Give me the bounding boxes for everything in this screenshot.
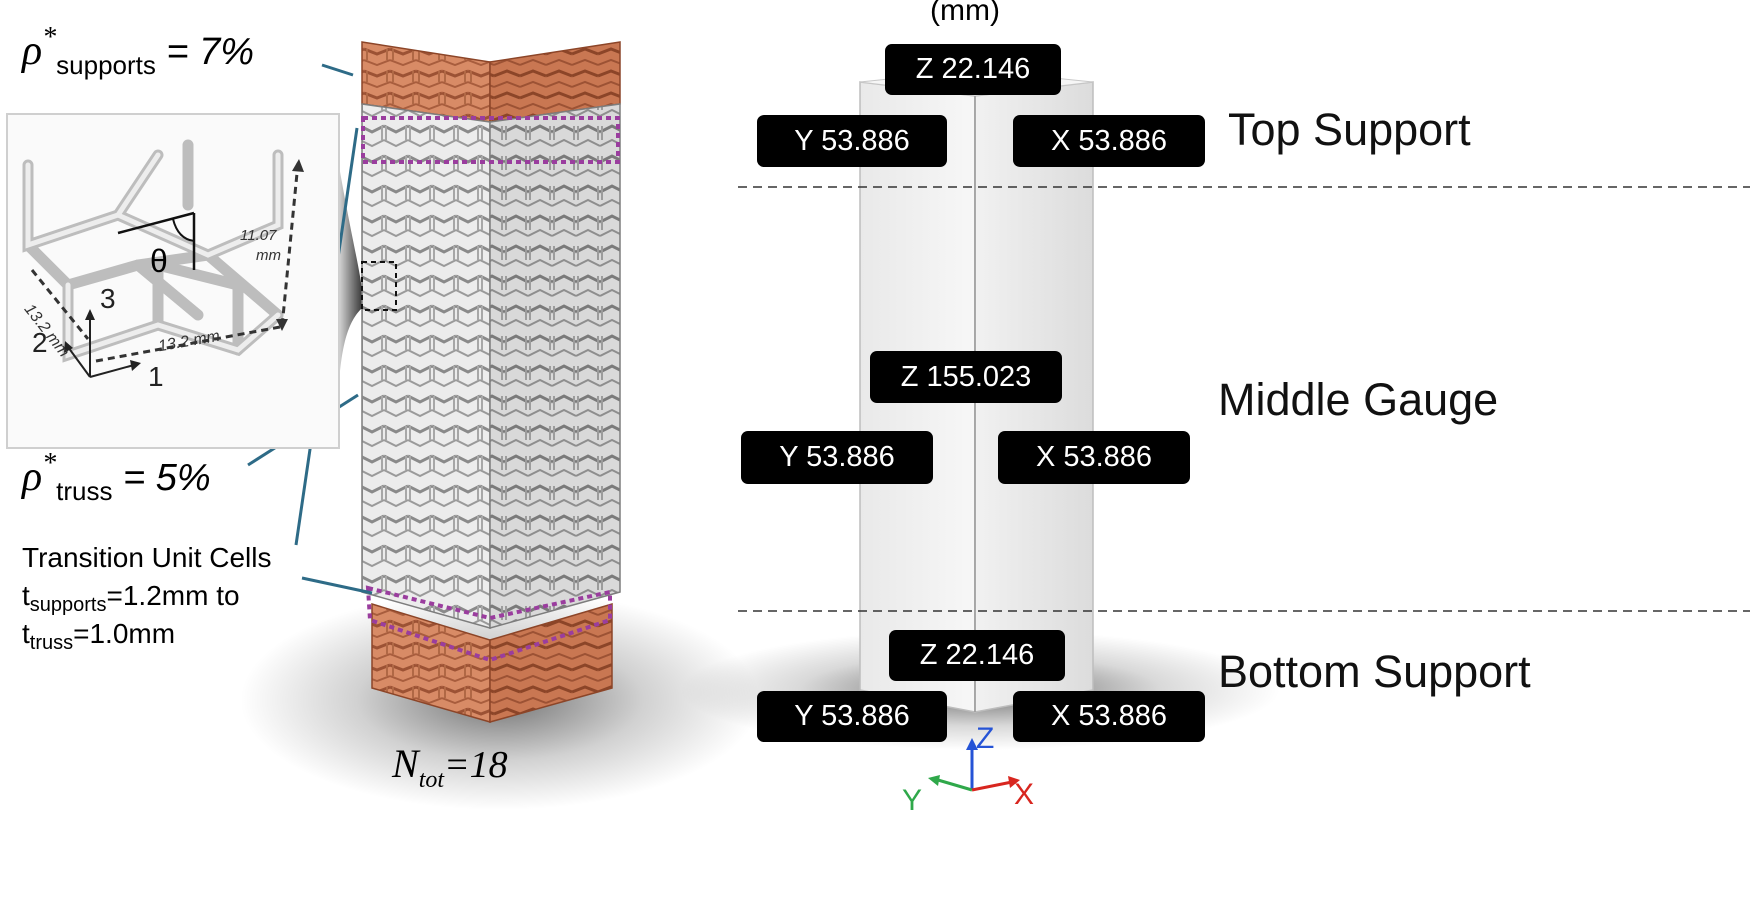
axis-x-arrow	[1008, 776, 1020, 788]
axis1-line	[89, 364, 135, 378]
leader-transition-bottom	[301, 576, 373, 595]
angle-ref-line	[117, 211, 195, 235]
angle-arc	[172, 218, 195, 242]
rho-truss-symbol: ρ	[22, 454, 43, 500]
rho-supports-label: ρ*supports = 7%	[22, 22, 254, 81]
axis-x-line	[971, 780, 1013, 792]
axis1-label: 1	[148, 361, 164, 392]
top-transition-box	[361, 116, 620, 164]
n-tot-subscript: tot	[418, 767, 445, 793]
rho-supports-star: *	[42, 22, 57, 53]
top-x-tag: X 53.886	[1013, 115, 1205, 167]
axis-x-label: X	[1014, 778, 1035, 811]
axis-z-label: Z	[976, 722, 995, 755]
rho-supports-value: = 7%	[166, 31, 255, 73]
transition-title: Transition Unit Cells	[22, 542, 272, 573]
truss-left-face	[361, 103, 491, 629]
unit-cell-inset: θ 11.07 mm 13.2 mm 13.2 mm 3 2 1	[6, 113, 340, 449]
units-label: (mm)	[930, 0, 1000, 27]
transition-line3: ttruss=1.0mm	[22, 618, 176, 654]
truss-right-face	[489, 103, 621, 629]
rho-truss-subscript: truss	[56, 476, 113, 506]
rho-supports-subscript: supports	[56, 50, 156, 80]
region-bottom-support: Bottom Support	[1218, 646, 1531, 697]
transition-line3-sub: truss	[29, 632, 74, 654]
axis-z-arrow	[966, 738, 978, 750]
rho-truss-star: *	[42, 448, 57, 479]
lattice-tower	[361, 41, 621, 723]
angle-label: θ	[150, 243, 168, 279]
bottom-x-tag: X 53.886	[1013, 691, 1205, 742]
unit-cell-marker	[361, 261, 397, 311]
rho-truss-value: = 5%	[123, 457, 211, 499]
height-dimension	[280, 162, 300, 328]
bottom-z-tag: Z 22.146	[889, 630, 1065, 681]
transition-line2: tsupports=1.2mm to	[22, 580, 240, 616]
bottom-support-right-face	[489, 602, 613, 723]
n-tot-value: =18	[444, 744, 508, 786]
height-unit-label: mm	[256, 247, 281, 264]
middle-y-tag: Y 53.886	[741, 431, 933, 484]
region-top-support: Top Support	[1228, 104, 1471, 155]
middle-x-tag: X 53.886	[998, 431, 1190, 484]
unit-cell-drawing	[22, 139, 304, 378]
region-middle-gauge: Middle Gauge	[1218, 374, 1499, 425]
leader-supports	[321, 63, 354, 77]
inset-callout-fan	[338, 160, 362, 405]
axis3-label: 3	[100, 283, 116, 314]
bottom-y-tag: Y 53.886	[757, 691, 947, 742]
axis-y-label: Y	[902, 784, 923, 817]
top-y-tag: Y 53.886	[757, 115, 947, 167]
rho-truss-label: ρ*truss = 5%	[22, 448, 211, 507]
axis2-line	[67, 346, 91, 378]
transition-line2-sub: supports	[29, 594, 107, 616]
axis-y-line	[937, 778, 973, 792]
axis-triad	[928, 738, 1020, 792]
rho-supports-symbol: ρ	[22, 28, 43, 74]
height-value-label: 11.07	[240, 227, 277, 244]
axis2-label: 2	[32, 327, 48, 358]
top-z-tag: Z 22.146	[885, 44, 1061, 95]
width2-dimension	[30, 269, 90, 340]
middle-z-tag: Z 155.023	[870, 351, 1062, 403]
axis-y-arrow	[928, 775, 940, 786]
n-tot-label: Ntot=18	[392, 741, 508, 793]
